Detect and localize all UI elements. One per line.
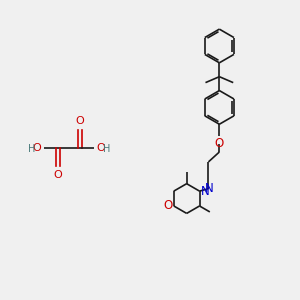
Text: O: O — [215, 137, 224, 150]
Text: O: O — [164, 200, 173, 212]
Text: O: O — [97, 143, 105, 153]
Text: H: H — [103, 144, 111, 154]
Text: H: H — [28, 144, 35, 154]
Text: N: N — [205, 182, 214, 195]
Text: N: N — [200, 184, 209, 198]
Text: O: O — [75, 116, 84, 126]
Text: O: O — [32, 143, 41, 153]
Text: O: O — [53, 170, 62, 180]
